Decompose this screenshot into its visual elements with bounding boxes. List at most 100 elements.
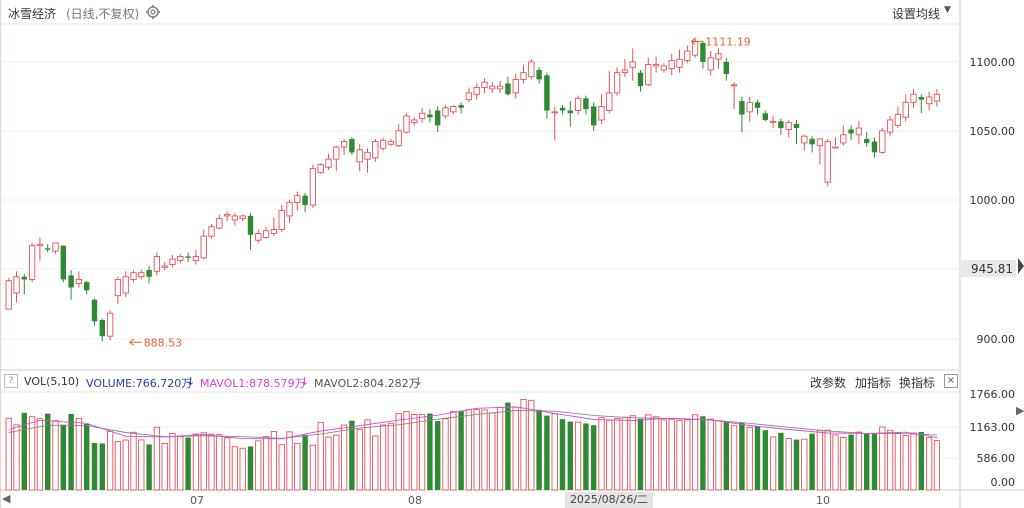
change-params-button[interactable]: 改参数	[810, 376, 847, 390]
candle	[340, 138, 348, 156]
candle	[286, 199, 293, 223]
volume-bar	[544, 415, 550, 490]
candle-body	[411, 119, 418, 124]
candle	[223, 211, 231, 222]
candle-body	[660, 65, 668, 71]
candle	[5, 278, 12, 310]
candle	[262, 226, 270, 239]
month-label: 10	[816, 494, 830, 507]
candle-body	[364, 151, 371, 160]
volume-bar	[387, 422, 395, 491]
candle	[886, 115, 894, 137]
candle-body	[551, 111, 558, 114]
candle	[270, 217, 278, 237]
candle	[403, 113, 410, 134]
candle-body	[879, 130, 886, 153]
candle	[36, 237, 44, 261]
volume-bar	[286, 431, 293, 491]
volume-bar	[21, 412, 27, 490]
candle	[216, 214, 223, 230]
volume-bar	[762, 430, 768, 490]
candle-body	[45, 248, 51, 250]
volume-bar	[778, 432, 784, 490]
candle-body	[177, 256, 184, 261]
volume-bar	[801, 438, 808, 491]
volume-bar	[364, 419, 371, 491]
candle	[684, 45, 691, 64]
candle-body	[262, 230, 270, 238]
candle	[200, 229, 207, 260]
cursor-date-badge: 2025/08/26/二	[565, 492, 653, 508]
switch-indicator-button[interactable]: 换指标	[899, 376, 936, 390]
candle	[574, 95, 582, 115]
volume-bar	[684, 419, 691, 491]
candle	[231, 213, 239, 226]
candle-body	[801, 135, 808, 144]
candle-body	[606, 92, 613, 111]
candle	[247, 213, 254, 250]
candle-body	[481, 81, 488, 88]
candle	[840, 125, 847, 146]
candle-body	[730, 84, 738, 87]
candle	[645, 57, 652, 87]
scroll-right-icon[interactable]: ▶	[1016, 404, 1024, 417]
candle	[68, 269, 74, 300]
volume-bar	[185, 437, 191, 490]
candle-body	[684, 50, 691, 61]
price-tick: 1050.00	[970, 125, 1016, 138]
candle-body	[769, 120, 777, 123]
candle-body	[918, 96, 924, 100]
candle	[325, 153, 332, 170]
volume-bar	[769, 436, 777, 491]
candle	[528, 59, 535, 80]
candle	[785, 119, 792, 138]
volume-bar	[91, 442, 98, 490]
candle	[739, 96, 745, 133]
candle	[481, 78, 488, 93]
candle	[512, 74, 519, 99]
volume-bar	[52, 420, 59, 491]
candle	[356, 144, 363, 172]
chart-period-label: (日线,不复权)	[66, 7, 140, 21]
candle	[122, 271, 129, 298]
candle	[629, 48, 636, 81]
chevron-down-icon[interactable]: ▼	[944, 5, 951, 15]
candle	[505, 76, 511, 96]
volume-bars-layer	[5, 398, 941, 491]
candle	[496, 80, 504, 93]
add-indicator-button[interactable]: 加指标	[855, 376, 892, 390]
candle	[660, 63, 668, 73]
candle	[864, 132, 870, 147]
chart-header: 冰雪经济 (日线,不复权) 设置均线 ▼	[0, 0, 960, 24]
candle	[114, 276, 122, 304]
volume-bar	[715, 420, 722, 491]
volume-bar	[442, 418, 449, 491]
volume-bar	[910, 432, 917, 491]
candle	[130, 269, 137, 283]
candle	[832, 137, 839, 149]
help-icon[interactable]: ?	[4, 374, 18, 388]
candle	[45, 244, 51, 253]
volume-bar	[606, 419, 613, 491]
volume-bar	[208, 433, 215, 491]
volume-bar	[333, 434, 340, 491]
candle	[364, 148, 371, 173]
candle-body	[465, 92, 473, 101]
candle-body	[536, 69, 542, 80]
scroll-left-icon[interactable]: ◀	[2, 492, 11, 505]
volume-bar	[520, 398, 527, 491]
candle	[809, 136, 815, 153]
close-icon[interactable]: ×	[944, 374, 958, 388]
candles-layer	[5, 37, 941, 342]
candle-body	[567, 110, 573, 114]
volume-bar	[45, 413, 51, 490]
volume-bar	[302, 434, 308, 490]
gear-icon[interactable]	[145, 4, 161, 20]
ma-settings-button[interactable]: 设置均线	[892, 7, 941, 21]
mavol1-line	[8, 406, 937, 440]
candle-body	[356, 149, 363, 163]
volume-bar	[489, 412, 496, 491]
candle-body	[591, 106, 597, 126]
mavol2-value: MAVOL2:804.282万	[314, 377, 420, 390]
